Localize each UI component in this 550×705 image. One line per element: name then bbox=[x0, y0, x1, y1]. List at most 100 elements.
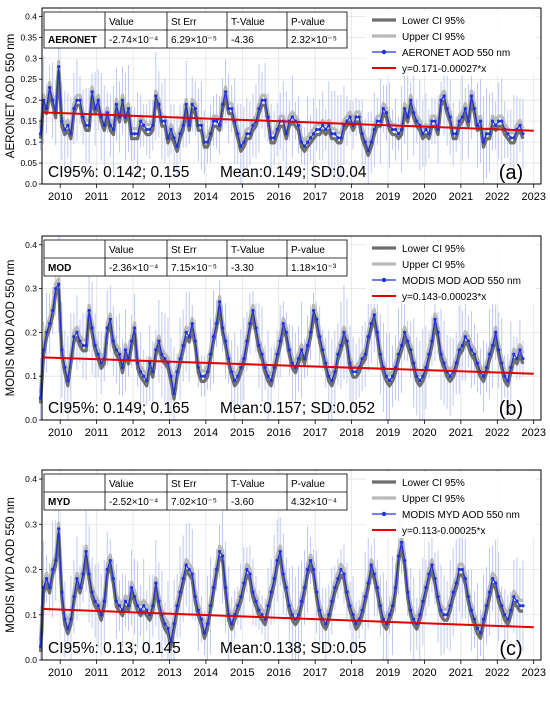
aod-point bbox=[363, 595, 367, 599]
aod-point bbox=[257, 106, 261, 111]
aod-point bbox=[412, 111, 416, 115]
aod-point bbox=[296, 123, 301, 127]
aod-point bbox=[126, 604, 131, 608]
stats-header-cell: Value bbox=[109, 17, 134, 28]
aod-point bbox=[442, 613, 446, 617]
y-tick-label: 0.2 bbox=[25, 95, 37, 105]
aod-point bbox=[472, 352, 477, 356]
x-tick-label: 2017 bbox=[303, 667, 327, 679]
aod-point bbox=[214, 567, 219, 572]
x-tick-label: 2012 bbox=[121, 191, 145, 203]
aod-point bbox=[336, 352, 340, 356]
aod-point bbox=[369, 322, 373, 326]
y-tick-label: 0.0 bbox=[25, 415, 37, 425]
aod-point bbox=[257, 608, 261, 612]
aod-point bbox=[393, 586, 398, 590]
aod-point bbox=[512, 595, 516, 599]
aod-point bbox=[257, 343, 261, 348]
x-tick-label: 2016 bbox=[267, 191, 291, 203]
stats-header-cell: P-value bbox=[291, 17, 325, 28]
aod-point bbox=[99, 115, 103, 119]
aod-point bbox=[284, 586, 288, 590]
aod-point bbox=[108, 558, 112, 563]
aod-point bbox=[208, 132, 213, 136]
aod-point bbox=[418, 613, 422, 617]
aod-point bbox=[187, 123, 191, 127]
aod-point bbox=[38, 396, 43, 400]
aod-point bbox=[87, 123, 91, 127]
aod-point bbox=[366, 581, 370, 585]
aod-point bbox=[154, 348, 158, 352]
x-tick-label: 2021 bbox=[449, 191, 473, 203]
aod-point bbox=[108, 123, 112, 127]
aod-point bbox=[475, 626, 480, 630]
aod-point bbox=[315, 127, 319, 132]
aod-point bbox=[78, 586, 82, 590]
aod-point bbox=[409, 98, 413, 102]
aod-point bbox=[105, 326, 109, 330]
y-tick-label: 0.4 bbox=[25, 474, 37, 484]
x-tick-label: 2020 bbox=[412, 667, 436, 679]
aod-point bbox=[515, 357, 519, 361]
aod-point bbox=[51, 308, 55, 313]
aod-point bbox=[251, 590, 255, 594]
aod-point bbox=[48, 322, 52, 326]
aod-point bbox=[196, 123, 200, 127]
aod-point bbox=[472, 617, 477, 621]
aod-point bbox=[142, 604, 146, 608]
y-tick-label: 0.3 bbox=[25, 519, 37, 529]
aod-point bbox=[169, 374, 173, 378]
linear-fit-line bbox=[41, 607, 534, 629]
aod-point bbox=[403, 558, 407, 563]
stats-value-cell: 2.32×10⁻⁵ bbox=[291, 35, 337, 46]
aod-point bbox=[208, 352, 213, 356]
aod-point bbox=[327, 374, 331, 378]
legend-label: MODIS MYD AOD 550 nm bbox=[402, 510, 520, 521]
aod-point bbox=[327, 123, 331, 127]
y-tick-label: 0.15 bbox=[20, 116, 37, 126]
y-tick-label: 0.2 bbox=[25, 327, 37, 337]
aod-point bbox=[415, 374, 419, 378]
aod-point bbox=[157, 102, 161, 106]
aod-point bbox=[184, 563, 188, 567]
aod-point bbox=[102, 599, 106, 603]
aod-point bbox=[248, 132, 252, 136]
stats-value-cell: 1.18×10⁻³ bbox=[291, 263, 337, 274]
aod-point bbox=[463, 576, 467, 581]
aod-point bbox=[69, 617, 73, 621]
aod-point bbox=[312, 567, 316, 572]
aod-point bbox=[460, 115, 464, 119]
stats-header-cell: Value bbox=[109, 479, 134, 490]
aod-point bbox=[78, 98, 82, 102]
aod-point bbox=[199, 617, 203, 621]
aod-point bbox=[457, 567, 461, 572]
aod-point bbox=[96, 604, 100, 608]
y-axis-label: MODIS MYD AOD 550 nm bbox=[5, 497, 17, 632]
aod-point bbox=[187, 335, 191, 339]
aod-point bbox=[484, 365, 489, 370]
aod-point bbox=[75, 330, 79, 334]
aod-point bbox=[315, 590, 319, 594]
aod-point bbox=[172, 622, 176, 626]
aod-point bbox=[275, 352, 279, 356]
aod-point bbox=[129, 339, 134, 343]
aod-point bbox=[372, 313, 376, 317]
aod-point bbox=[360, 608, 364, 612]
aod-point bbox=[242, 581, 246, 585]
aod-point bbox=[281, 572, 285, 576]
legend-label: AERONET AOD 550 nm bbox=[402, 48, 510, 59]
stats-value-cell: 7.02×10⁻⁵ bbox=[171, 497, 217, 508]
aod-point bbox=[345, 119, 349, 123]
aod-point bbox=[272, 576, 276, 581]
aod-point bbox=[132, 326, 137, 330]
aod-point bbox=[41, 348, 46, 352]
aod-point bbox=[512, 352, 516, 356]
aod-point bbox=[330, 599, 334, 603]
aod-point bbox=[521, 357, 525, 361]
aod-point bbox=[236, 604, 240, 608]
legend-label: MODIS MOD AOD 550 nm bbox=[402, 276, 521, 287]
ci-annotation: CI95%: 0.142; 0.155 bbox=[48, 164, 189, 181]
aod-point bbox=[169, 127, 173, 132]
aod-point bbox=[339, 567, 343, 572]
aod-point bbox=[181, 123, 185, 127]
